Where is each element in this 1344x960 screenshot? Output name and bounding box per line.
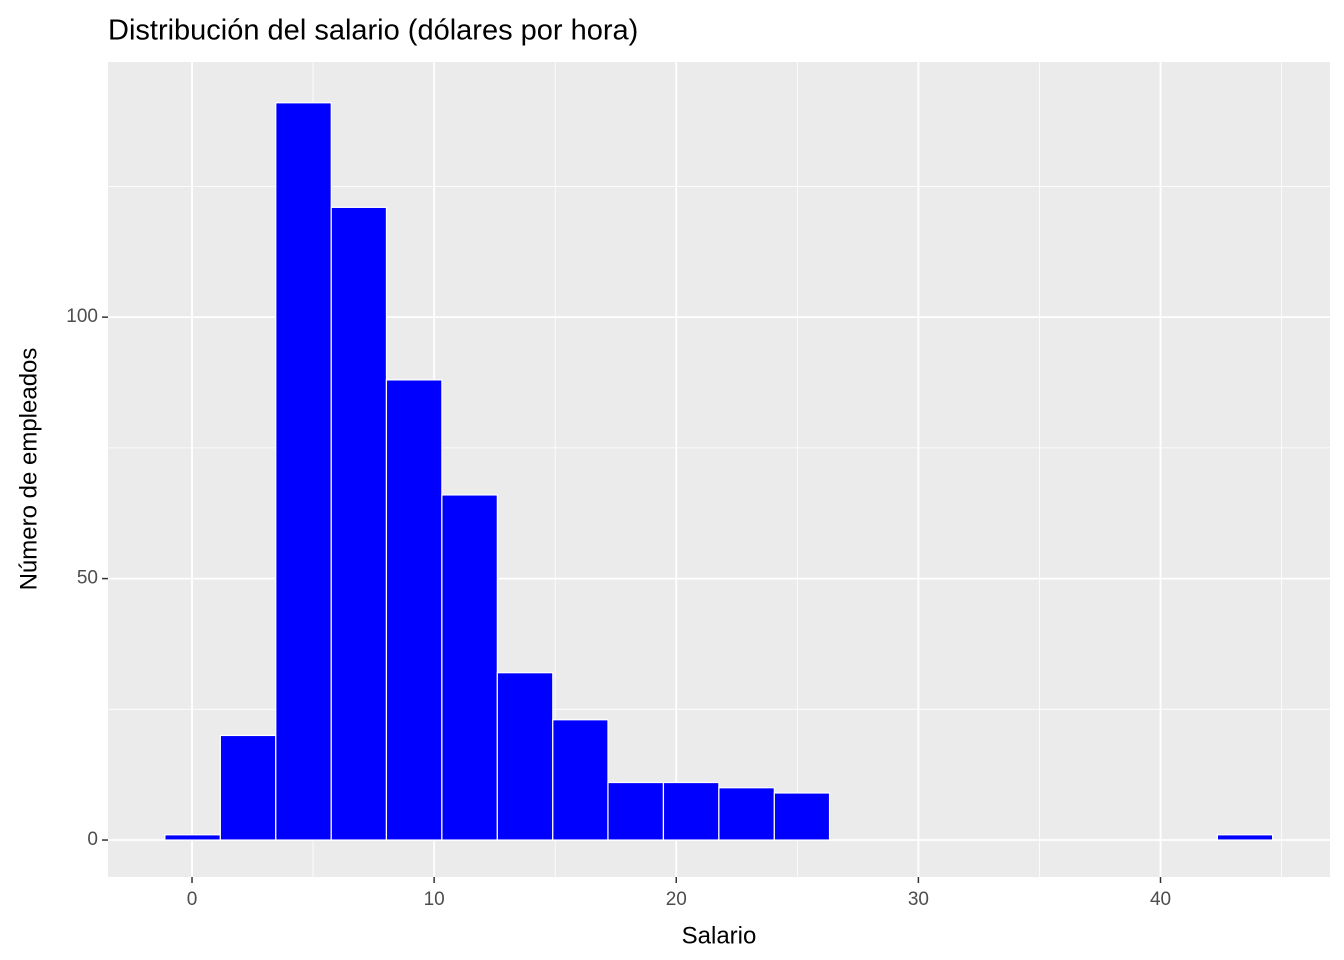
- x-tick-label: 20: [666, 889, 687, 910]
- bar: [385, 379, 443, 841]
- bar: [441, 494, 498, 841]
- bar: [718, 787, 775, 841]
- y-tick-label: 0: [87, 829, 98, 850]
- bar: [1216, 834, 1274, 841]
- bar: [330, 206, 388, 841]
- bar: [219, 734, 277, 841]
- x-axis-title: Salario: [682, 922, 757, 949]
- x-tick-label: 40: [1150, 889, 1171, 910]
- chart-title: Distribución del salario (dólares por ho…: [108, 15, 638, 47]
- y-tick-label: 100: [66, 306, 98, 327]
- bar: [275, 102, 332, 841]
- bar: [773, 792, 831, 841]
- x-tick-label: 0: [187, 889, 198, 910]
- y-axis-title: Número de empleados: [15, 348, 42, 591]
- bar: [164, 834, 221, 841]
- x-tick-label: 30: [908, 889, 929, 910]
- bar: [496, 672, 554, 841]
- bar: [662, 781, 720, 841]
- y-tick-label: 50: [77, 568, 98, 589]
- x-tick-label: 10: [424, 889, 445, 910]
- bar: [552, 719, 609, 841]
- bar: [607, 781, 665, 841]
